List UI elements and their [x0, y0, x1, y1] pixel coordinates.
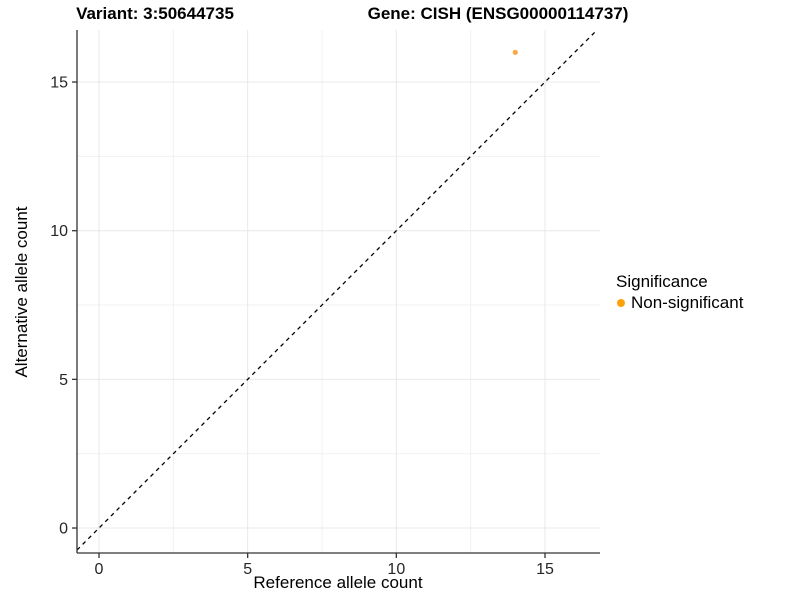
legend-title: Significance [616, 272, 708, 291]
gene-title: Gene: CISH (ENSG00000114737) [367, 4, 629, 23]
identity-line [76, 29, 598, 551]
legend-point-icon [617, 299, 625, 307]
y-axis-title: Alternative allele count [12, 206, 31, 378]
legend-item: Non-significant [616, 293, 743, 313]
y-tick-label: 5 [59, 372, 68, 389]
x-tick-label: 15 [536, 561, 554, 578]
data-point [512, 49, 518, 55]
x-axis-title: Reference allele count [253, 573, 423, 592]
y-tick-label: 15 [50, 75, 68, 92]
y-tick-label: 0 [59, 521, 68, 538]
legend-item-label: Non-significant [631, 293, 744, 312]
legend: Significance Non-significant [616, 271, 743, 313]
x-tick-label: 0 [95, 561, 104, 578]
x-tick-label: 5 [243, 561, 252, 578]
x-tick-label: 10 [387, 561, 405, 578]
y-tick-label: 10 [50, 223, 68, 240]
variant-title: Variant: 3:50644735 [76, 4, 234, 23]
